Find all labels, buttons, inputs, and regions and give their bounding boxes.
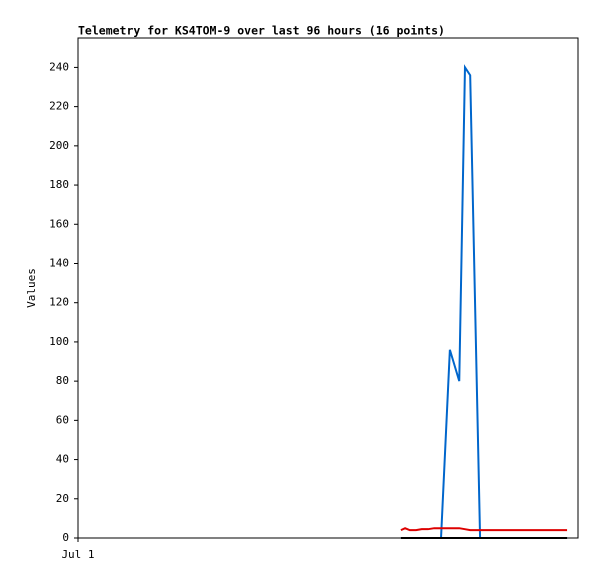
y-axis-label: Values: [25, 268, 38, 308]
y-tick-label: 180: [49, 178, 69, 191]
y-tick-label: 0: [62, 531, 69, 544]
series-line: [400, 64, 568, 539]
y-tick-label: 220: [49, 100, 69, 113]
y-tick-label: 40: [56, 453, 69, 466]
y-tick-label: 140: [49, 256, 69, 269]
chart-title: Telemetry for KS4TOM-9 over last 96 hour…: [78, 24, 445, 38]
y-tick-label: 200: [49, 139, 69, 152]
y-tick-label: 240: [49, 60, 69, 73]
y-tick-label: 100: [49, 335, 69, 348]
y-tick-label: 120: [49, 296, 69, 309]
y-tick-label: 160: [49, 217, 69, 230]
y-tick-label: 80: [56, 374, 69, 387]
y-tick-label: 20: [56, 492, 69, 505]
y-tick-label: 60: [56, 413, 69, 426]
plot-frame: [77, 37, 579, 539]
x-tick-label: Jul 1: [61, 548, 94, 561]
series-line: [400, 527, 568, 532]
